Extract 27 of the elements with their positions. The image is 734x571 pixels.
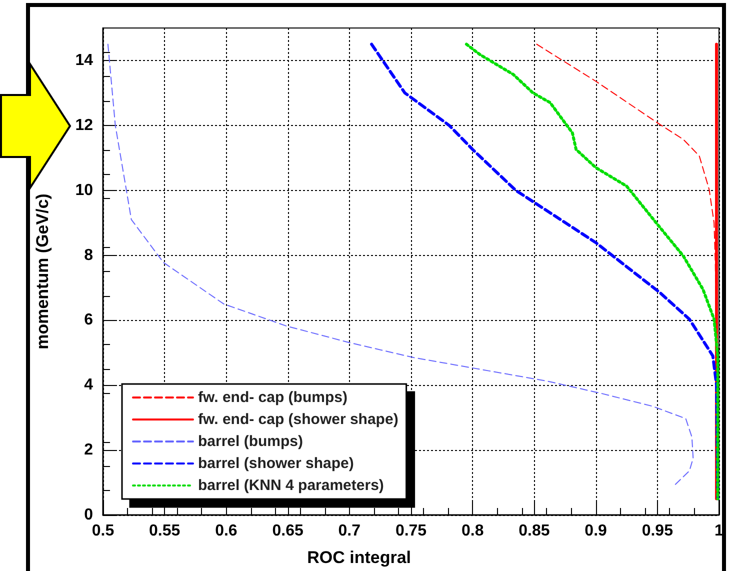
legend-label: barrel (KNN 4 parameters) (198, 477, 384, 494)
y-tick-label: 12 (75, 116, 94, 134)
y-axis-title: momentum (GeV/c) (33, 194, 52, 350)
x-tick-label: 0.85 (518, 522, 550, 540)
x-tick-label: 0.95 (642, 522, 674, 540)
x-tick-label: 0.5 (92, 522, 114, 540)
x-tick-label: 1 (714, 522, 724, 540)
y-tick-label: 4 (84, 376, 94, 394)
y-tick-label: 6 (84, 312, 94, 329)
x-tick-label: 0.8 (461, 522, 484, 540)
x-tick-label: 0.9 (584, 522, 608, 540)
x-tick-label: 0.75 (395, 522, 427, 540)
line-series (464, 42, 720, 500)
legend-label: fw. end- cap (shower shape) (198, 411, 398, 428)
x-tick-label: 0.65 (272, 522, 304, 540)
x-tick-label: 0.55 (149, 522, 180, 540)
x-tick-label: 0.7 (338, 522, 361, 540)
x-tick-label: 0.6 (215, 522, 238, 540)
legend-label: fw. end- cap (bumps) (198, 389, 348, 406)
y-tick-label: 2 (84, 442, 94, 459)
y-tick-label: 10 (75, 182, 94, 199)
y-tick-label: 8 (84, 246, 94, 264)
legend-label: barrel (shower shape) (198, 455, 354, 472)
legend-label: barrel (bumps) (198, 433, 304, 450)
y-tick-label: 14 (75, 52, 94, 69)
x-axis-title: ROC integral (307, 548, 411, 567)
y-tick-label: 0 (84, 506, 94, 524)
